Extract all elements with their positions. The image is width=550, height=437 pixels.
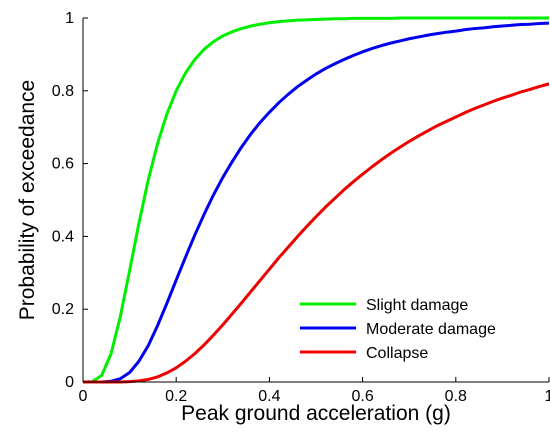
series-line-moderate-damage <box>83 21 550 384</box>
x-tick-label: 0.4 <box>258 388 280 405</box>
legend-label: Moderate damage <box>366 321 496 338</box>
y-tick-label: 0 <box>65 374 74 391</box>
y-tick-label: 0.4 <box>52 228 74 245</box>
axes-layer: 0 0.2 0.4 0.6 0.8 1 0 0.2 0.4 0.6 0.8 1 <box>52 10 550 405</box>
y-tick-label: 0.8 <box>52 83 74 100</box>
legend-label: Slight damage <box>366 297 468 314</box>
x-tick-label: 0 <box>79 388 88 405</box>
series-line-collapse <box>83 82 550 384</box>
y-tick-label: 0.6 <box>52 156 74 173</box>
legend-label: Collapse <box>366 345 428 362</box>
x-tick-label: 1 <box>545 388 550 405</box>
x-axis-title: Peak ground acceleration (g) <box>181 402 451 425</box>
x-tick-label: 0.2 <box>165 388 187 405</box>
y-tick-label: 0.2 <box>52 301 74 318</box>
series-layer <box>82 16 550 384</box>
x-tick-label: 0.8 <box>445 388 467 405</box>
series-line-slight-damage <box>82 16 549 384</box>
x-tick-label: 0.6 <box>351 388 373 405</box>
legend: Slight damage Moderate damage Collapse <box>300 297 496 362</box>
y-tick-label: 1 <box>65 10 74 27</box>
y-axis-title: Probability of exceedance <box>16 80 39 321</box>
